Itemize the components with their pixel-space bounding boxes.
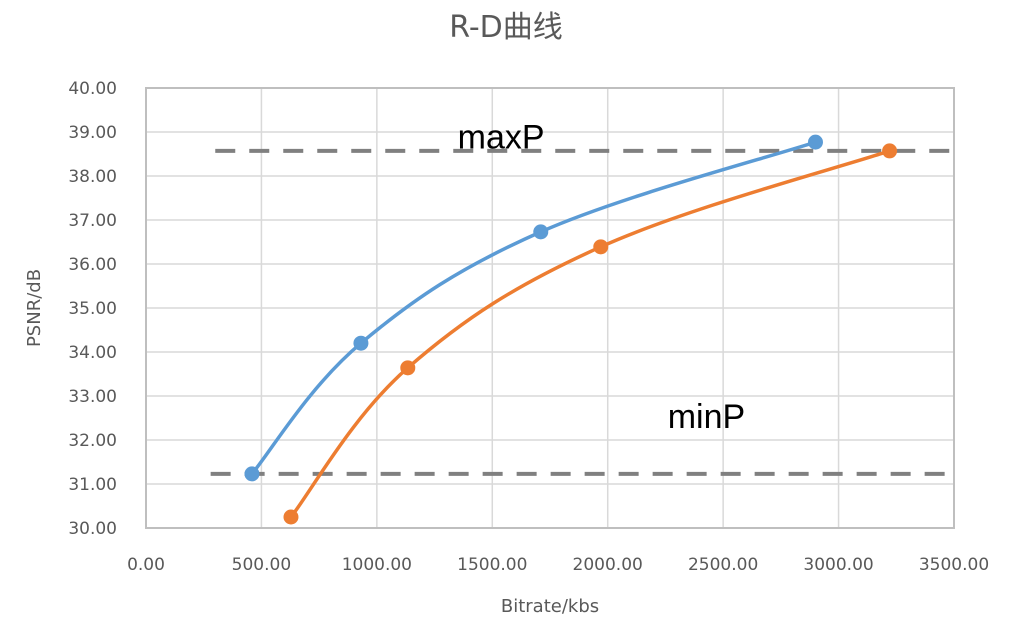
x-tick-label: 2500.00 xyxy=(688,555,758,575)
y-tick-label: 40.00 xyxy=(68,79,117,99)
series-blue xyxy=(244,134,823,482)
data-point-marker xyxy=(807,134,823,150)
data-point-marker xyxy=(353,335,369,351)
y-tick-label: 32.00 xyxy=(68,431,117,451)
y-axis-ticks: 30.00 31.00 32.00 33.00 34.00 35.00 36.00 37.00… xyxy=(68,79,117,539)
data-series xyxy=(244,134,898,525)
data-point-marker xyxy=(533,224,549,240)
series-line xyxy=(289,149,891,519)
reference-lines xyxy=(210,148,959,476)
chart-title: R-D曲线 xyxy=(449,10,563,45)
data-point-marker xyxy=(244,466,260,482)
x-tick-label: 3500.00 xyxy=(919,555,989,575)
x-tick-label: 3000.00 xyxy=(803,555,873,575)
y-tick-label: 39.00 xyxy=(68,123,117,143)
x-axis-ticks: 0.00 500.00 1000.00 1500.00 2000.00 2500.00 30… xyxy=(127,555,989,575)
data-point-marker xyxy=(283,509,299,525)
y-tick-label: 33.00 xyxy=(68,387,117,407)
annotations: maxP minP xyxy=(458,118,746,435)
x-tick-label: 2000.00 xyxy=(573,555,643,575)
y-tick-label: 37.00 xyxy=(68,211,117,231)
data-point-marker xyxy=(882,143,898,159)
x-tick-label: 500.00 xyxy=(232,555,291,575)
y-tick-label: 38.00 xyxy=(68,167,117,187)
x-tick-label: 1000.00 xyxy=(342,555,412,575)
series-orange xyxy=(283,143,898,525)
data-point-marker xyxy=(400,360,416,376)
series-line xyxy=(250,140,817,476)
x-axis-label: Bitrate/kbs xyxy=(501,596,599,617)
y-tick-label: 34.00 xyxy=(68,343,117,363)
x-tick-label: 1500.00 xyxy=(457,555,527,575)
data-point-marker xyxy=(593,239,609,255)
y-tick-label: 36.00 xyxy=(68,255,117,275)
gridlines xyxy=(145,87,955,529)
x-tick-label: 0.00 xyxy=(127,555,165,575)
y-tick-label: 30.00 xyxy=(68,519,117,539)
y-tick-label: 35.00 xyxy=(68,299,117,319)
y-tick-label: 31.00 xyxy=(68,475,117,495)
plot-area xyxy=(145,87,955,529)
annotation-maxP: maxP xyxy=(458,118,545,156)
y-axis-label: PSNR/dB xyxy=(24,269,45,347)
plot-border xyxy=(145,87,955,529)
annotation-minP: minP xyxy=(668,398,745,436)
